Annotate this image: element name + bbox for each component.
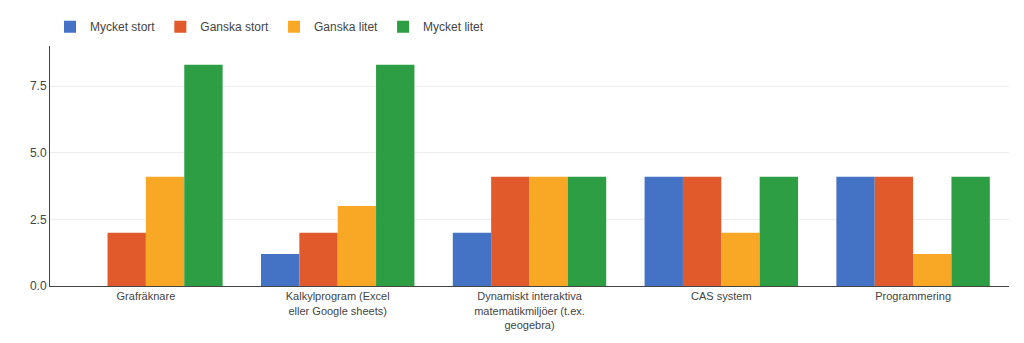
svg-text:Mycket litet: Mycket litet [423, 20, 484, 34]
svg-text:7.5: 7.5 [30, 79, 47, 93]
svg-text:2.5: 2.5 [30, 213, 47, 227]
svg-text:5.0: 5.0 [30, 146, 47, 160]
svg-text:Mycket stort: Mycket stort [90, 20, 155, 34]
svg-text:Ganska litet: Ganska litet [314, 20, 378, 34]
svg-text:CAS system: CAS system [691, 290, 752, 302]
svg-text:Grafräknare: Grafräknare [117, 290, 176, 302]
svg-text:Kalkylprogram (Exceleller Goog: Kalkylprogram (Exceleller Google sheets) [286, 290, 390, 316]
svg-text:Programmering: Programmering [875, 290, 951, 302]
svg-text:0.0: 0.0 [30, 279, 47, 293]
svg-text:Dynamiskt interaktivamatematik: Dynamiskt interaktivamatematikmiljöer (t… [474, 290, 585, 331]
svg-text:Ganska stort: Ganska stort [200, 20, 269, 34]
